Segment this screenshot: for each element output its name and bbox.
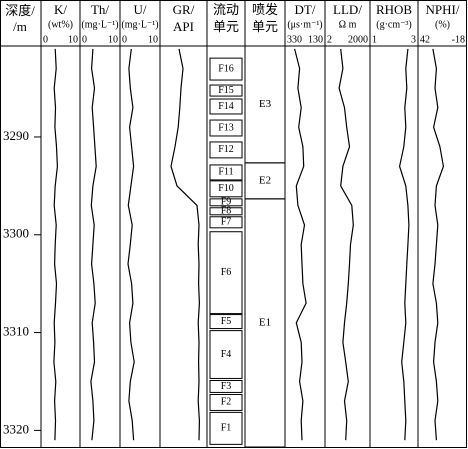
track-unit: (wt%) <box>48 19 73 30</box>
x-tick-label: 1 <box>372 34 377 45</box>
track-title: 流动 <box>213 2 239 17</box>
x-tick-label: 10 <box>148 34 158 45</box>
flow-unit <box>209 119 243 137</box>
x-tick-label: 3 <box>411 34 416 45</box>
log-curve <box>294 48 307 441</box>
log-curve <box>170 48 201 441</box>
log-curve <box>127 48 135 441</box>
flow-unit-label: F5 <box>221 316 232 327</box>
x-tick-label: 2 <box>327 34 332 45</box>
flow-unit <box>209 164 243 181</box>
flow-unit-label: F6 <box>221 267 232 278</box>
flow-unit <box>209 379 243 393</box>
flow-unit <box>209 314 243 330</box>
depth-tick-label: 3310 <box>3 324 29 339</box>
x-tick-label: 0 <box>43 34 48 45</box>
flow-unit-label: F2 <box>221 397 232 408</box>
track-title: K/ <box>54 2 67 17</box>
track-unit: (g·cm⁻³) <box>376 19 411 30</box>
track-title: LLD/ <box>333 2 362 17</box>
depth-unit: /m <box>13 19 27 34</box>
x-tick-label: 0 <box>82 34 87 45</box>
x-tick-label: 10 <box>108 34 118 45</box>
flow-unit <box>209 180 243 198</box>
track-unit: (mg·L⁻¹) <box>121 19 158 30</box>
flow-unit-label: F15 <box>218 85 234 96</box>
track-title: U/ <box>134 2 147 17</box>
flow-unit-label: F8 <box>221 206 232 217</box>
flow-unit-label: F1 <box>221 423 232 434</box>
track-unit: (mg·L⁻¹) <box>81 19 118 30</box>
x-tick-label: 2000 <box>348 34 368 45</box>
eruption-unit-label: E3 <box>259 98 272 110</box>
flow-unit-label: F3 <box>221 381 232 392</box>
flow-unit <box>209 393 243 411</box>
x-tick-label: -18 <box>452 34 465 45</box>
x-tick-label: 130 <box>308 34 323 45</box>
log-curve <box>432 48 445 441</box>
track-unit: (μs·m⁻¹) <box>287 19 322 30</box>
x-tick-label: 0 <box>122 34 127 45</box>
track-title: Th/ <box>91 2 109 17</box>
log-curve <box>338 48 354 441</box>
x-tick-label: 10 <box>68 34 78 45</box>
track-title: NPHI/ <box>426 2 460 17</box>
flow-unit <box>209 330 243 379</box>
flow-unit <box>209 411 243 445</box>
depth-tick-label: 3300 <box>3 226 29 241</box>
flow-unit-label: F11 <box>218 167 233 178</box>
track-title: 喷发 <box>252 2 278 17</box>
flow-unit <box>209 84 243 97</box>
flow-unit <box>209 141 243 159</box>
log-curve <box>53 48 59 441</box>
track-unit: 单元 <box>252 19 278 34</box>
flow-unit-label: F13 <box>218 122 234 133</box>
flow-unit-label: F14 <box>218 101 234 112</box>
flow-unit-label: F4 <box>221 349 232 360</box>
flow-unit-label: F16 <box>218 63 234 74</box>
log-curve <box>398 48 410 441</box>
track-unit: 单元 <box>213 19 239 34</box>
flow-unit <box>209 231 243 315</box>
x-tick-label: 42 <box>420 34 430 45</box>
flow-unit <box>209 198 243 207</box>
eruption-unit-label: E1 <box>259 316 271 328</box>
flow-unit <box>209 98 243 115</box>
flow-unit-label: F7 <box>221 217 232 228</box>
track-title: DT/ <box>295 2 316 17</box>
track-unit: (%) <box>435 19 450 30</box>
flow-unit-label: F9 <box>221 197 232 208</box>
flow-unit <box>209 207 243 216</box>
log-curve <box>90 48 97 441</box>
x-tick-label: 330 <box>287 34 302 45</box>
depth-tick-label: 3320 <box>3 421 29 436</box>
depth-tick-label: 3290 <box>3 128 29 143</box>
flow-unit <box>209 57 243 81</box>
depth-title: 深度/ <box>5 3 35 18</box>
track-unit: API <box>173 19 194 34</box>
flow-unit-label: F10 <box>218 183 234 194</box>
track-title: RHOB <box>376 2 412 17</box>
eruption-unit-label: E2 <box>259 174 271 186</box>
flow-unit <box>209 216 243 229</box>
track-title: GR/ <box>173 2 195 17</box>
track-unit: Ω m <box>339 19 357 30</box>
flow-unit-label: F12 <box>218 144 234 155</box>
